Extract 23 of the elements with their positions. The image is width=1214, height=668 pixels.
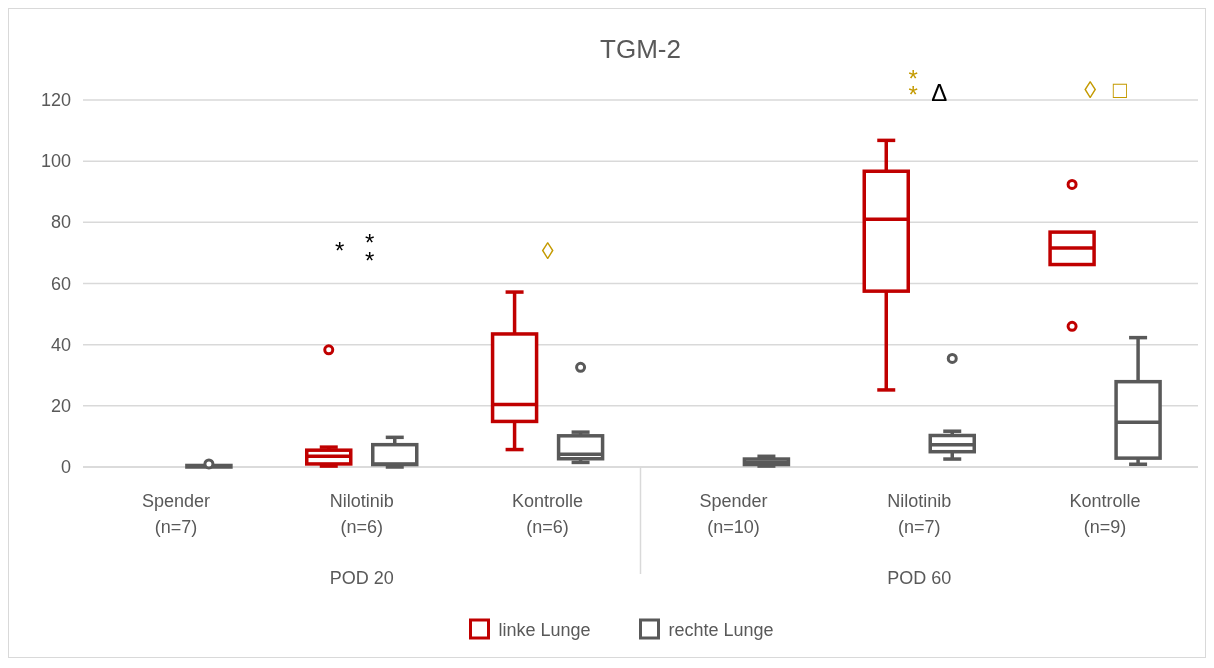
x-tick-label: Nilotinib (n=7): [887, 491, 952, 537]
x-tick-label: Spender (n=7): [141, 491, 210, 537]
text: POD 20: [329, 568, 394, 588]
x-tick-label: Spender (n=10): [699, 491, 768, 537]
y-tick-label: 120: [40, 90, 71, 110]
y-tick-label: 60: [50, 273, 71, 294]
annotation: *: [335, 237, 345, 264]
annotation: Δ: [931, 79, 948, 106]
x-tick-label: Kontrolle (n=9): [1069, 491, 1141, 537]
y-tick-label: 20: [50, 395, 71, 416]
y-tick-label: 100: [40, 151, 71, 172]
annotation: ◊: [541, 237, 554, 264]
annotation: ◊: [1084, 76, 1097, 103]
legend-label: rechte Lunge: [668, 620, 774, 640]
y-tick-label: 80: [50, 212, 71, 233]
y-tick-label: 0: [60, 457, 71, 477]
x-tick-label: Kontrolle (n=6): [512, 491, 584, 537]
text: POD 60: [887, 568, 952, 588]
chart-title: TGM-2: [600, 34, 681, 64]
legend-label: linke Lunge: [498, 620, 591, 640]
annotation: □: [1112, 76, 1128, 103]
x-tick-label: Nilotinib (n=6): [329, 491, 394, 537]
y-tick-label: 40: [50, 334, 71, 355]
